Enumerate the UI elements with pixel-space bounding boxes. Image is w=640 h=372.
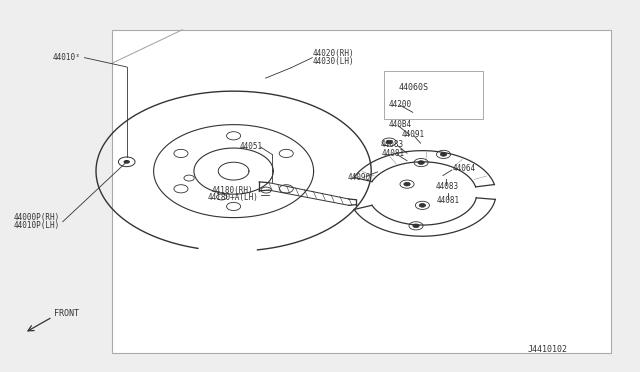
Circle shape — [440, 153, 447, 156]
Text: 44180+A(LH): 44180+A(LH) — [208, 193, 259, 202]
Text: 44010³: 44010³ — [53, 53, 81, 62]
Text: 440B4: 440B4 — [388, 120, 412, 129]
FancyBboxPatch shape — [112, 30, 611, 353]
Text: 44020(RH): 44020(RH) — [312, 49, 354, 58]
Text: 44083: 44083 — [380, 140, 403, 149]
Text: 44000P(RH): 44000P(RH) — [14, 213, 60, 222]
Text: 44180(RH): 44180(RH) — [211, 186, 253, 195]
Text: 44200: 44200 — [389, 100, 412, 109]
Text: J4410102: J4410102 — [528, 345, 568, 354]
Text: 44051: 44051 — [240, 142, 263, 151]
Text: 44010P(LH): 44010P(LH) — [14, 221, 60, 230]
Text: 44083: 44083 — [435, 182, 458, 190]
Text: 44091: 44091 — [402, 130, 425, 139]
Circle shape — [404, 182, 410, 186]
Text: 44030(LH): 44030(LH) — [312, 57, 354, 66]
Circle shape — [386, 140, 392, 144]
Text: 44081: 44081 — [382, 149, 405, 158]
Text: 44090: 44090 — [348, 173, 371, 182]
Circle shape — [418, 161, 424, 164]
Text: 44064: 44064 — [453, 164, 476, 173]
Text: FRONT: FRONT — [54, 309, 79, 318]
Circle shape — [413, 224, 419, 228]
Circle shape — [419, 203, 426, 207]
FancyBboxPatch shape — [384, 71, 483, 119]
Circle shape — [124, 160, 130, 164]
Text: 44081: 44081 — [437, 196, 460, 205]
Text: 44060S: 44060S — [398, 83, 428, 92]
